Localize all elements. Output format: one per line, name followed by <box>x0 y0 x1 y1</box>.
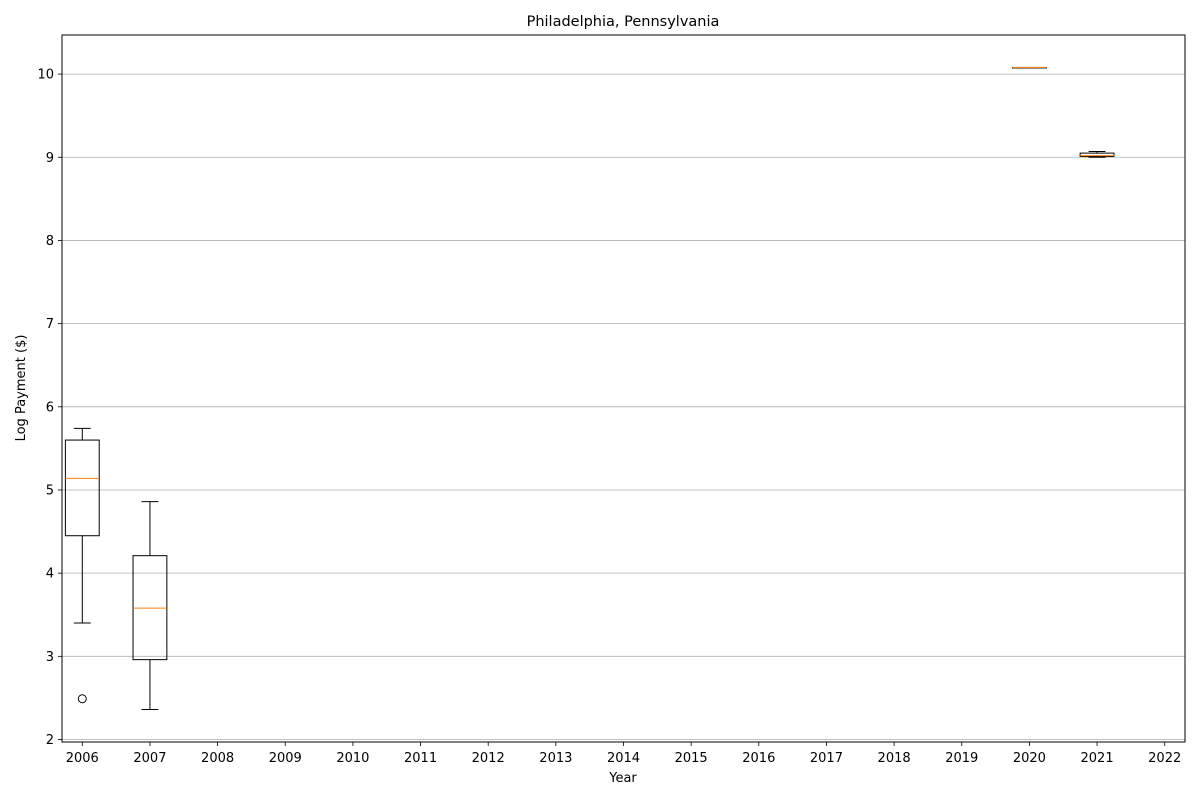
box-iqr <box>64 439 100 537</box>
outlier-point <box>77 694 87 704</box>
y-tick-label: 7 <box>46 317 54 332</box>
box-series <box>64 66 1115 711</box>
x-tick-label: 2013 <box>539 751 572 766</box>
y-tick-label: 2 <box>46 733 54 748</box>
y-tick-label: 10 <box>37 68 54 83</box>
y-tick-label: 4 <box>46 567 54 582</box>
x-tick-label: 2014 <box>607 751 640 766</box>
x-tick-label: 2008 <box>201 751 234 766</box>
x-tick-label: 2015 <box>675 751 708 766</box>
plot-frame <box>61 34 1186 743</box>
grid-lines <box>62 73 1185 740</box>
x-tick-label: 2017 <box>810 751 843 766</box>
x-tick-label: 2012 <box>472 751 505 766</box>
x-tick-label: 2010 <box>336 751 369 766</box>
x-axis: 2006 2007 2008 2009 2010 2011 2012 2013 2014 2015… <box>66 742 1181 766</box>
x-tick-label: 2007 <box>133 751 166 766</box>
x-tick-label: 2022 <box>1148 751 1181 766</box>
y-tick-label: 3 <box>46 650 54 665</box>
box-2020 <box>1011 66 1047 69</box>
y-axis-label: Log Payment ($) <box>14 335 29 442</box>
box-2007 <box>132 501 168 711</box>
y-tick-label: 9 <box>46 151 54 166</box>
y-tick-label: 5 <box>46 483 54 498</box>
x-tick-label: 2011 <box>404 751 437 766</box>
x-tick-label: 2020 <box>1013 751 1046 766</box>
y-axis: 2 3 4 5 6 7 8 9 10 <box>37 68 62 748</box>
box-2006 <box>64 427 100 704</box>
x-tick-label: 2021 <box>1081 751 1114 766</box>
x-tick-label: 2016 <box>742 751 775 766</box>
x-tick-label: 2009 <box>269 751 302 766</box>
x-tick-label: 2018 <box>878 751 911 766</box>
box-iqr <box>1079 152 1115 157</box>
x-tick-label: 2019 <box>945 751 978 766</box>
x-tick-label: 2006 <box>66 751 99 766</box>
chart-title: Philadelphia, Pennsylvania <box>527 14 720 30</box>
x-axis-label: Year <box>608 771 637 786</box>
box-2021 <box>1079 150 1115 158</box>
y-tick-label: 8 <box>46 234 54 249</box>
y-tick-label: 6 <box>46 400 54 415</box>
